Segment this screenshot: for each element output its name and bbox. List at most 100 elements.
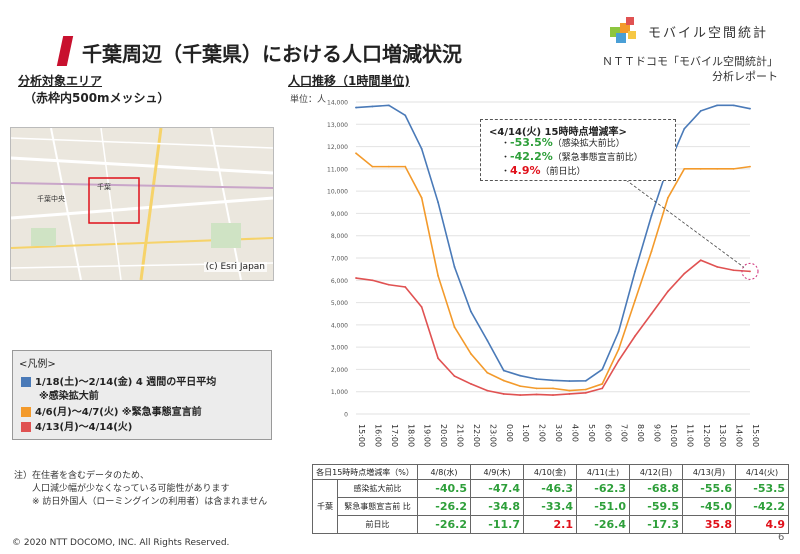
title-accent-bar bbox=[56, 36, 74, 66]
series-3-point bbox=[617, 359, 620, 362]
table-header-cell: 4/14(火) bbox=[735, 464, 789, 480]
table-cell: -34.8 bbox=[470, 497, 524, 516]
series-2-point bbox=[716, 167, 719, 170]
table-cell: -42.2 bbox=[735, 497, 789, 516]
series-2-point bbox=[502, 379, 505, 382]
x-tick-label: 21:00 bbox=[456, 424, 465, 447]
series-1-point bbox=[519, 374, 522, 377]
series-1-point bbox=[486, 339, 489, 342]
y-tick-label: 5,000 bbox=[331, 300, 348, 307]
table-cell: -55.6 bbox=[682, 479, 736, 498]
population-heading: 人口推移（1時間単位) bbox=[288, 74, 410, 88]
series-2-point bbox=[420, 196, 423, 199]
series-1-point bbox=[683, 127, 686, 130]
table-header-cell: 4/8(水) bbox=[417, 464, 471, 480]
series-2-point bbox=[355, 152, 357, 155]
x-tick-label: 10:00 bbox=[669, 424, 678, 447]
callout-row-2: ・-42.2%（緊急事態宣言前比） bbox=[501, 150, 643, 163]
series-3-point bbox=[355, 277, 357, 279]
x-tick-label: 15:00 bbox=[357, 424, 366, 447]
series-2-point bbox=[634, 299, 636, 302]
series-2-point bbox=[732, 167, 735, 170]
table-cell: -26.4 bbox=[576, 515, 630, 534]
series-2-point bbox=[568, 389, 571, 392]
table-cell: -40.5 bbox=[417, 479, 471, 498]
table-cell: -45.0 bbox=[682, 497, 736, 516]
series-1-point bbox=[355, 106, 357, 109]
series-1-point bbox=[699, 110, 702, 112]
org-line-2: 分析レポート bbox=[712, 70, 778, 83]
series-3-point bbox=[470, 383, 472, 385]
note-line-1: 注）在住者を含むデータのため、 bbox=[14, 471, 150, 481]
series-1-point bbox=[732, 104, 735, 107]
table-cell: -51.0 bbox=[576, 497, 630, 516]
table-row: 前日比 -26.2 -11.7 2.1 -26.4 -17.3 35.8 4.9 bbox=[313, 515, 789, 534]
table-header-row: 各日15時時点増減率（%） 4/8(水) 4/9(木) 4/10(金) 4/11… bbox=[312, 464, 789, 480]
table-header-cell: 各日15時時点増減率（%） bbox=[312, 464, 418, 480]
series-1-point bbox=[387, 104, 390, 107]
table-cell: -11.7 bbox=[470, 515, 524, 534]
legend-swatch-red bbox=[21, 422, 31, 432]
legend-item-1: 1/18(土)～2/14(金) 4 週間の平日平均 bbox=[21, 373, 216, 388]
note-line-2: 人口減少幅が少なくなっている可能性があります bbox=[32, 484, 230, 494]
x-tick-label: 20:00 bbox=[439, 424, 448, 447]
series-1-point bbox=[617, 330, 620, 333]
series-2-point bbox=[486, 371, 489, 374]
x-tick-label: 7:00 bbox=[620, 424, 629, 442]
target-mesh-box bbox=[88, 177, 140, 224]
page-number: 6 bbox=[778, 532, 785, 543]
legend-item-1-label: 1/18(土)～2/14(金) 4 週間の平日平均 bbox=[35, 377, 217, 388]
x-tick-label: 4:00 bbox=[570, 424, 579, 442]
area-subheading: （赤枠内500mメッシュ） bbox=[24, 91, 170, 105]
series-1-point bbox=[437, 201, 439, 204]
rate-callout: <4/14(火) 15時時点増減率> ・-53.5%（感染拡大前比） ・-42.… bbox=[480, 119, 676, 181]
series-3-point bbox=[601, 387, 604, 390]
series-2-point bbox=[371, 165, 374, 168]
series-2-point bbox=[404, 165, 407, 168]
logo-text: モバイル空間統計 bbox=[648, 26, 769, 41]
table-header-cell: 4/10(金) bbox=[523, 464, 577, 480]
table-row: 緊急事態宣言前 比 -26.2 -34.8 -33.4 -51.0 -59.5 … bbox=[313, 497, 789, 516]
x-tick-label: 1:00 bbox=[521, 424, 530, 442]
x-tick-label: 8:00 bbox=[636, 424, 645, 442]
y-tick-label: 4,000 bbox=[331, 322, 348, 329]
series-1-point bbox=[552, 379, 554, 382]
series-3-point bbox=[404, 286, 407, 288]
map-label-city: 千葉中央 bbox=[37, 195, 65, 203]
callout-bullet: ・ bbox=[501, 153, 511, 163]
copyright: © 2020 NTT DOCOMO, INC. All Rights Reser… bbox=[12, 538, 230, 548]
series-1-point bbox=[634, 270, 636, 273]
note-line-3: ※ 訪日外国人（ローミングインの利用者）は含まれません bbox=[32, 497, 268, 507]
table-cell: -46.3 bbox=[523, 479, 577, 498]
series-3-point bbox=[371, 279, 374, 282]
y-tick-label: 9,000 bbox=[331, 211, 348, 218]
table-row-label: 感染拡大前比 bbox=[337, 479, 418, 498]
callout-row-1: ・-53.5%（感染拡大前比） bbox=[501, 136, 625, 149]
series-3-point bbox=[552, 394, 554, 396]
x-tick-label: 16:00 bbox=[373, 424, 382, 447]
table-row-label: 前日比 bbox=[337, 515, 418, 534]
series-2-point bbox=[535, 387, 538, 390]
series-3-point bbox=[667, 290, 669, 293]
callout-row-3: ・4.9%（前日比） bbox=[501, 164, 586, 177]
y-tick-label: 12,000 bbox=[327, 144, 348, 151]
series-2-point bbox=[667, 196, 669, 199]
y-tick-label: 14,000 bbox=[327, 100, 348, 107]
series-2-point bbox=[387, 165, 390, 168]
table-header-cell: 4/13(月) bbox=[682, 464, 736, 480]
mobile-spatial-stats-logo bbox=[610, 17, 636, 43]
y-tick-label: 10,000 bbox=[327, 189, 348, 196]
y-tick-label: 6,000 bbox=[331, 278, 348, 285]
series-2-point bbox=[470, 352, 472, 355]
series-3-point bbox=[453, 375, 456, 378]
x-tick-label: 9:00 bbox=[653, 424, 662, 442]
table-cell: -59.5 bbox=[629, 497, 683, 516]
series-2-point bbox=[519, 385, 522, 388]
y-tick-label: 1,000 bbox=[331, 389, 348, 396]
org-line-1: ＮＴＴドコモ「モバイル空間統計」 bbox=[602, 55, 778, 68]
y-tick-label: 13,000 bbox=[327, 122, 348, 129]
rate-table: 各日15時時点増減率（%） 4/8(水) 4/9(木) 4/10(金) 4/11… bbox=[312, 464, 789, 534]
series-2-point bbox=[601, 383, 604, 385]
y-tick-label: 8,000 bbox=[331, 233, 348, 240]
org-caption: ＮＴＴドコモ「モバイル空間統計」 分析レポート bbox=[556, 54, 778, 84]
